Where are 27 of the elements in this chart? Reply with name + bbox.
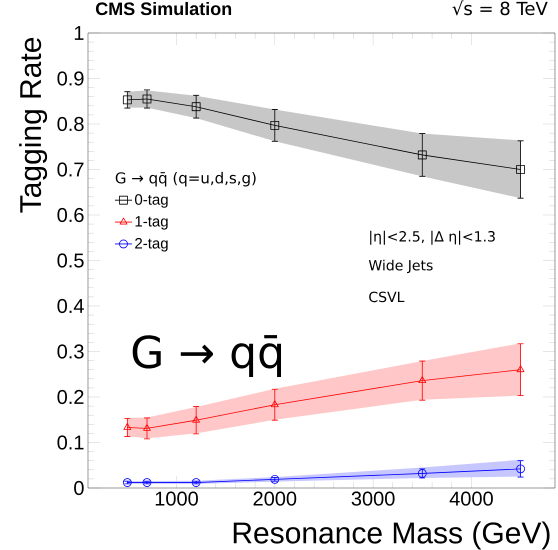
y-tick-label: 0.4 xyxy=(57,298,84,314)
legend-label: 1-tag xyxy=(136,216,168,230)
y-tick-label: 0.9 xyxy=(57,71,84,86)
x-tick-label: 4000 xyxy=(450,492,493,506)
x-tick-label: 3000 xyxy=(352,492,395,506)
x-tick-label: 2000 xyxy=(254,492,296,506)
annotation: |η|<2.5, |Δ η|<1.3 xyxy=(370,230,495,245)
text: CMS Simulation xyxy=(96,2,232,16)
y-tick-label: 0.6 xyxy=(57,208,84,222)
x-axis-title: Resonance Mass (GeV) xyxy=(234,522,550,550)
y-tick-label: 0.2 xyxy=(57,390,84,404)
annotation: G → qq̄ xyxy=(132,335,282,378)
y-tick-label: 0.7 xyxy=(57,162,84,177)
y-tick-label: 0.5 xyxy=(57,253,84,268)
y-axis-title: Tagging Rate xyxy=(19,38,48,213)
legend-label: 0-tag xyxy=(135,194,168,208)
legend-title: G → qq̄ (q=u,d,s,g) xyxy=(116,172,256,186)
annotation: Wide Jets xyxy=(368,260,433,274)
y-tick-label: 0.3 xyxy=(57,344,84,359)
text: √s = 8 TeV xyxy=(452,0,548,16)
y-tick-label: 0 xyxy=(74,480,84,496)
y-tick-label: 0.8 xyxy=(57,116,84,132)
annotation: CSVL xyxy=(369,292,404,302)
y-tick-label: 0.1 xyxy=(57,435,84,450)
x-tick-label: 1000 xyxy=(156,492,198,506)
y-tick-label: 1 xyxy=(74,26,84,40)
legend-label: 2-tag xyxy=(135,238,168,252)
